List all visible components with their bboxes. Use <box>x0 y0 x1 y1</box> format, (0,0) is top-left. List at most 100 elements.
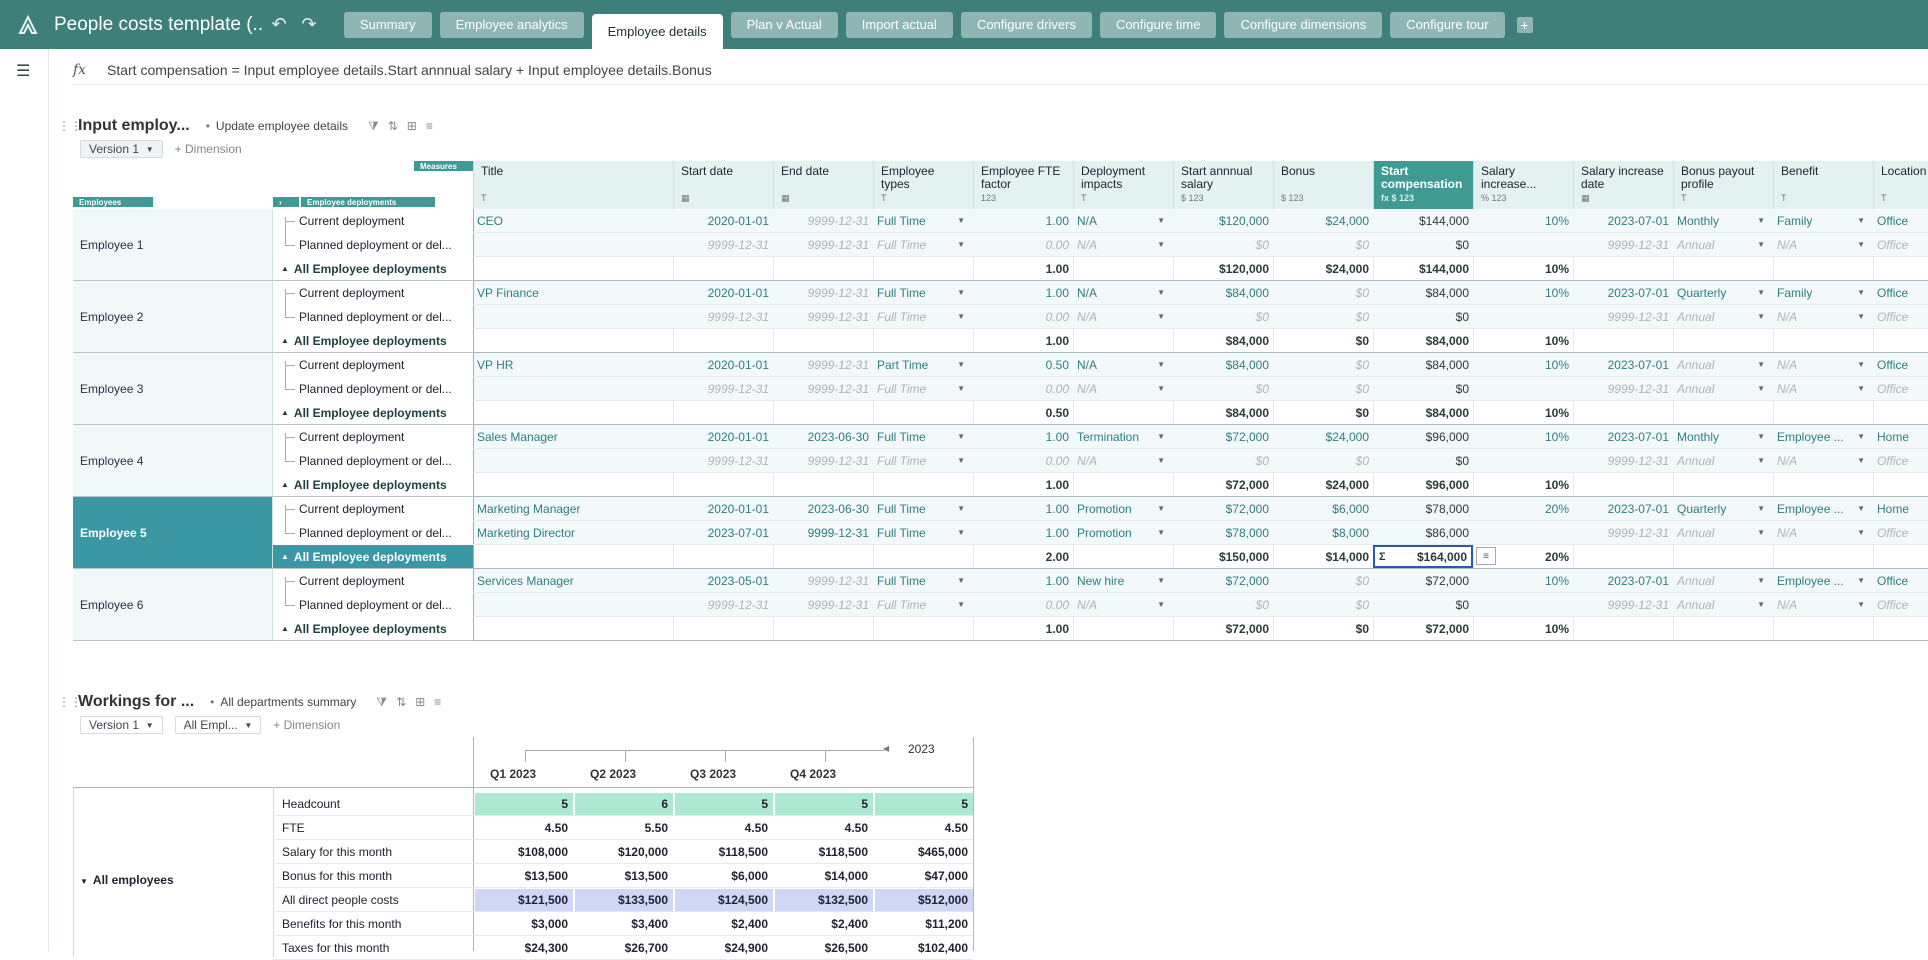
deployment-total-row[interactable]: ▲ All Employee deployments <box>273 401 473 425</box>
column-header[interactable]: Start annnual salary $ 123 <box>1173 161 1273 209</box>
column-header[interactable]: Employee FTE factor 123 <box>973 161 1073 209</box>
chevron-down-icon[interactable]: ▼ <box>957 216 965 225</box>
grid-cell[interactable]: 0.00 <box>973 449 1073 472</box>
grid-cell[interactable]: $0 <box>1373 305 1473 328</box>
summary-cell[interactable]: $14,000 <box>824 869 868 883</box>
summary-row-label[interactable]: Salary for this month <box>282 845 393 859</box>
summary-cell[interactable]: $120,000 <box>617 845 668 859</box>
drag-handle-icon[interactable]: ⋮⋮ <box>58 695 82 709</box>
grid-cell[interactable]: 2023-07-01 <box>1573 209 1673 232</box>
deployment-total-row[interactable]: ▲ All Employee deployments <box>273 617 473 641</box>
deployment-row[interactable]: Current deployment <box>273 569 473 593</box>
version-selector[interactable]: Version 1 ▼ <box>80 140 163 158</box>
deployment-total-row[interactable]: ▲ All Employee deployments <box>273 257 473 281</box>
grid-cell[interactable]: Full Time ▼ <box>873 593 973 616</box>
grid-cell[interactable]: $0 <box>1273 449 1373 472</box>
grid-cell[interactable]: $84,000 <box>1173 281 1273 304</box>
grid-cell[interactable]: Employee ... ▼ <box>1773 425 1873 448</box>
grid-cell[interactable]: Family ▼ <box>1773 281 1873 304</box>
grid-cell[interactable]: $84,000 <box>1373 281 1473 304</box>
grid-cell[interactable]: 2023-05-01 <box>673 569 773 592</box>
grid-cell[interactable]: $144,000 <box>1373 209 1473 232</box>
expand-icon[interactable]: › <box>273 197 299 207</box>
grid-cell[interactable]: $120,000 <box>1173 209 1273 232</box>
tab-employee-analytics[interactable]: Employee analytics <box>439 11 584 38</box>
summary-cell[interactable]: 6 <box>575 793 673 815</box>
summary-cell[interactable]: $24,300 <box>524 941 568 955</box>
column-header[interactable]: Bonus $ 123 <box>1273 161 1373 209</box>
grid-cell[interactable]: Home <box>1873 425 1928 448</box>
grid-cell[interactable]: 2023-07-01 <box>1573 569 1673 592</box>
chevron-down-icon[interactable]: ▼ <box>1857 600 1865 609</box>
grid-cell[interactable]: Office <box>1873 281 1928 304</box>
chevron-down-icon[interactable]: ▼ <box>1757 528 1765 537</box>
chevron-down-icon[interactable]: ▼ <box>1157 456 1165 465</box>
formula-bar[interactable]: fx Start compensation = Input employee d… <box>73 55 1928 85</box>
chevron-down-icon[interactable]: ▼ <box>1857 432 1865 441</box>
grid-cell[interactable]: 2020-01-01 <box>673 497 773 520</box>
grid-cell[interactable] <box>473 449 673 472</box>
grid-cell[interactable]: Home <box>1873 497 1928 520</box>
grid-cell[interactable]: $84,000 <box>1373 329 1473 352</box>
chevron-down-icon[interactable]: ▼ <box>1857 240 1865 249</box>
grid-cell[interactable]: $0 <box>1173 449 1273 472</box>
quarter-header[interactable]: Q1 2023 <box>490 767 537 781</box>
chevron-down-icon[interactable]: ▼ <box>1757 312 1765 321</box>
undo-icon[interactable]: ↶ <box>271 14 287 34</box>
summary-cell[interactable]: 4.50 <box>844 821 868 835</box>
grid-cell[interactable]: Employee ... ▼ <box>1773 569 1873 592</box>
grid-cell[interactable]: $24,000 <box>1273 209 1373 232</box>
grid-cell[interactable]: 0.00 <box>973 593 1073 616</box>
grid-cell[interactable]: Monthly ▼ <box>1673 209 1773 232</box>
grid-cell[interactable]: $72,000 <box>1173 425 1273 448</box>
group-row-header[interactable]: ▼ All employees <box>80 873 174 887</box>
column-header[interactable]: Employee types T <box>873 161 973 209</box>
chevron-down-icon[interactable]: ▼ <box>1757 288 1765 297</box>
grid-cell[interactable]: $84,000 <box>1373 353 1473 376</box>
chevron-down-icon[interactable]: ▼ <box>957 432 965 441</box>
grid-cell[interactable]: Annual ▼ <box>1673 569 1773 592</box>
tab-import-actual[interactable]: Import actual <box>845 11 953 38</box>
summary-row-label[interactable]: Headcount <box>282 797 341 811</box>
summary-cell[interactable]: $13,500 <box>624 869 668 883</box>
grid-cell[interactable]: 2020-01-01 <box>673 209 773 232</box>
grid-cell[interactable]: Termination ▼ <box>1073 425 1173 448</box>
redo-icon[interactable]: ↷ <box>301 14 317 34</box>
grid-cell[interactable]: N/A ▼ <box>1773 353 1873 376</box>
chevron-down-icon[interactable]: ▼ <box>1857 288 1865 297</box>
sort-icon[interactable]: ⇅ <box>396 694 407 709</box>
chevron-down-icon[interactable]: ▼ <box>1157 600 1165 609</box>
summary-cell[interactable]: $124,500 <box>675 889 773 911</box>
deployment-total-row[interactable]: ▲ All Employee deployments <box>273 545 473 569</box>
grid-cell[interactable]: $0 <box>1173 377 1273 400</box>
chevron-down-icon[interactable]: ▼ <box>957 384 965 393</box>
collapse-icon[interactable]: ▲ <box>281 480 289 489</box>
grid-cell[interactable]: $0 <box>1273 377 1373 400</box>
summary-row-label[interactable]: Taxes for this month <box>282 941 390 955</box>
chevron-down-icon[interactable]: ▼ <box>1857 456 1865 465</box>
collapse-icon[interactable]: ▲ <box>281 408 289 417</box>
grid-cell[interactable]: 0.00 <box>973 377 1073 400</box>
grid-cell[interactable]: CEO <box>473 209 673 232</box>
grid-cell[interactable]: $96,000 <box>1373 473 1473 496</box>
column-header[interactable]: Salary increase... % 123 <box>1473 161 1573 209</box>
grid-cell[interactable]: 2023-06-30 <box>773 497 873 520</box>
formula-text[interactable]: Start compensation = Input employee deta… <box>107 61 712 78</box>
grid-cell[interactable]: $84,000 <box>1173 353 1273 376</box>
chevron-down-icon[interactable]: ▼ <box>1857 384 1865 393</box>
tab-configure-drivers[interactable]: Configure drivers <box>960 11 1092 38</box>
grid-cell[interactable]: 9999-12-31 <box>673 377 773 400</box>
grid-cell[interactable]: Full Time ▼ <box>873 497 973 520</box>
grid-cell[interactable]: N/A ▼ <box>1073 281 1173 304</box>
grid-cell[interactable]: $0 <box>1273 233 1373 256</box>
grid-cell[interactable]: Office <box>1873 521 1928 544</box>
summary-cell[interactable]: 5 <box>875 793 973 815</box>
module-subtitle[interactable]: Update employee details <box>206 119 348 133</box>
grid-cell[interactable]: Annual ▼ <box>1673 521 1773 544</box>
deployment-row[interactable]: Current deployment <box>273 353 473 377</box>
column-header[interactable]: Salary increase date ▦ <box>1573 161 1673 209</box>
cell-options-icon[interactable]: ≡ <box>1476 547 1496 565</box>
grid-cell[interactable]: Annual ▼ <box>1673 593 1773 616</box>
grid-cell[interactable]: Office <box>1873 233 1928 256</box>
grid-cell[interactable]: N/A ▼ <box>1773 233 1873 256</box>
